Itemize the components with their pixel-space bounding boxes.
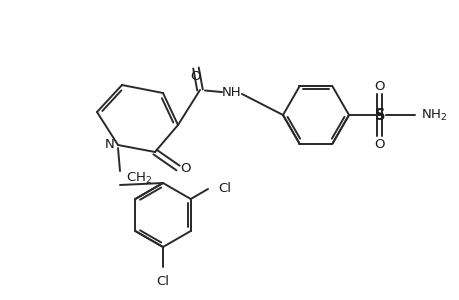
Text: Cl: Cl [218, 182, 230, 194]
Text: S: S [374, 107, 385, 122]
Text: CH$_2$: CH$_2$ [126, 170, 152, 185]
Text: O: O [190, 70, 201, 83]
Text: N: N [105, 137, 115, 151]
Text: O: O [374, 80, 385, 92]
Text: O: O [374, 137, 385, 151]
Text: NH$_2$: NH$_2$ [420, 107, 447, 122]
Text: Cl: Cl [156, 275, 169, 288]
Text: NH: NH [222, 86, 241, 100]
Text: O: O [180, 163, 191, 176]
